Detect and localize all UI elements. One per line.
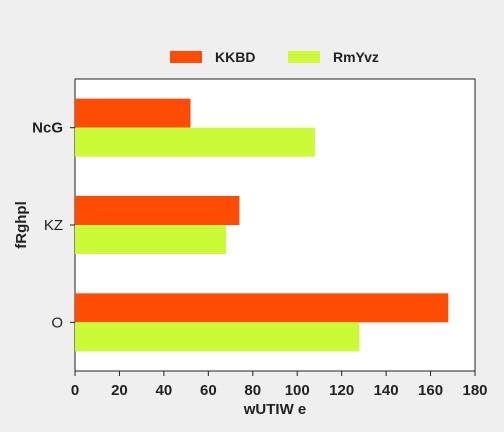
legend: KKBD RmYvz [170, 49, 379, 65]
x-axis-title: wUTIW e [243, 401, 307, 418]
bar-rmyvz-o [75, 322, 360, 352]
x-tick-label: 160 [418, 382, 443, 399]
y-axis-title: fRghpl [13, 201, 30, 248]
y-categories-group: NcG KZ O [32, 120, 75, 331]
legend-label-rmyvz: RmYvz [333, 49, 379, 65]
y-category-label: NcG [32, 120, 63, 137]
bar-kkbd-ncg [75, 98, 191, 128]
x-tick-label: 20 [111, 382, 128, 399]
y-category-label: O [51, 314, 63, 331]
bar-rmyvz-kz [75, 225, 227, 254]
bar-rmyvz-ncg [75, 127, 315, 157]
bar-kkbd-kz [75, 196, 240, 225]
legend-label-kkbd: KKBD [215, 49, 255, 65]
x-tick-label: 0 [71, 382, 79, 399]
x-tick-label: 80 [244, 382, 261, 399]
x-tick-label: 100 [285, 382, 310, 399]
x-tick-label: 40 [156, 382, 173, 399]
y-category-label: KZ [44, 217, 63, 234]
bars-group [75, 98, 449, 352]
bar-kkbd-o [75, 293, 449, 323]
legend-swatch-kkbd [170, 51, 202, 63]
x-tick-label: 120 [329, 382, 354, 399]
x-tick-label: 140 [374, 382, 399, 399]
x-tick-label: 60 [200, 382, 217, 399]
legend-swatch-rmyvz [288, 51, 320, 63]
x-ticks-group: 0 20 40 60 80 100 120 140 160 180 [71, 371, 488, 399]
x-tick-label: 180 [462, 382, 487, 399]
